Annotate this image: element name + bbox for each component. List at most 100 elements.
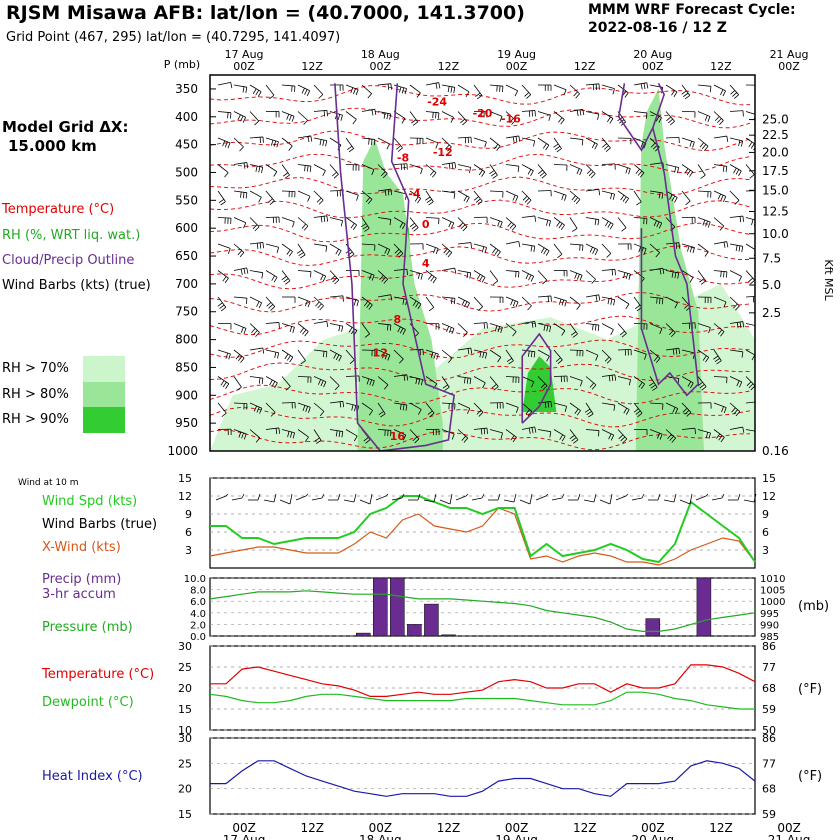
pressure-tick-label: 950	[175, 416, 198, 430]
wind-barb	[345, 402, 360, 412]
wind-barb	[553, 323, 566, 336]
wind-barb	[393, 349, 404, 364]
wind-barb	[729, 110, 744, 117]
wind-barb	[265, 349, 280, 359]
kft-tick-label: 0.16	[762, 444, 789, 458]
cross-section-frame	[209, 74, 756, 452]
wind-barb	[457, 136, 472, 144]
surface-wind-barb	[535, 493, 549, 501]
wind-panel: 3 3 6 6 9 9 12 12 15 15	[178, 472, 776, 569]
wind-barb	[681, 296, 691, 311]
wind-barb	[569, 190, 581, 205]
isotherm-14	[210, 407, 751, 428]
pressure-tick-label: 1010	[760, 574, 785, 585]
wind-barb	[729, 84, 739, 99]
wind-barb	[745, 349, 755, 362]
wind-barb	[649, 137, 660, 152]
temp-tick-right: 86	[762, 640, 776, 653]
wind-barb	[377, 376, 389, 390]
wind-barb	[361, 349, 376, 357]
wind-barb	[473, 216, 488, 223]
temp-tick-left: 30	[178, 640, 192, 653]
wind-barb	[569, 349, 584, 357]
temp-tick-left: 15	[178, 703, 192, 716]
surface-wind-barb	[311, 493, 325, 501]
wind-barb	[313, 215, 329, 223]
wind-barb	[713, 190, 727, 202]
rh-region-80-1	[635, 88, 704, 451]
wind-barb	[393, 217, 406, 230]
wind-barb	[217, 243, 231, 254]
cloud-outline-2	[617, 82, 666, 152]
surface-wind-barb	[519, 493, 533, 505]
surface-wind-barb	[263, 493, 277, 503]
wind-barb	[553, 402, 567, 412]
precip-tick-label: 10.0	[184, 574, 206, 585]
wind-barb	[425, 190, 434, 206]
wind-tick-right: 6	[762, 526, 769, 539]
wind-barb	[297, 217, 309, 231]
wind-barb	[713, 135, 729, 142]
isotherm-label: -20	[473, 107, 493, 120]
wind-barb	[409, 323, 419, 338]
wind-barb	[233, 111, 247, 123]
wind-barb	[665, 347, 681, 355]
wind-barb	[217, 82, 233, 89]
wind-barb	[249, 84, 262, 97]
wind-speed-label: Wind Spd (kts)	[42, 494, 138, 509]
wind-barb	[377, 323, 392, 331]
surface-wind-barb	[328, 493, 341, 501]
wind-barb	[601, 374, 617, 382]
precip-bar	[441, 634, 456, 637]
surface-wind-barb	[551, 493, 565, 501]
surface-wind-barb	[728, 493, 741, 501]
wind-barb	[457, 242, 472, 249]
top-time-label: 12Z	[710, 60, 732, 73]
wind-barb	[745, 323, 755, 326]
wind-barb	[569, 137, 584, 146]
wind-barb	[505, 190, 519, 202]
wind-barb	[393, 84, 407, 95]
wind-barb	[313, 320, 329, 328]
surface-wind-barb	[615, 493, 629, 501]
wind-barb	[249, 296, 263, 309]
wind-barb	[617, 270, 631, 280]
wind-barb	[409, 376, 424, 386]
wind-barb	[601, 349, 612, 364]
wind-barb	[665, 242, 680, 249]
wind-barb	[409, 111, 419, 126]
top-date-label: 20 Aug	[633, 48, 672, 61]
surface-wind-barb	[663, 493, 677, 503]
wind-barb	[377, 188, 393, 196]
precip-label: Precip (mm)	[42, 572, 122, 587]
wind-barb	[345, 429, 358, 442]
wind-barb	[329, 376, 340, 391]
wind-barb	[553, 243, 563, 259]
pressure-unit-label: (mb)	[798, 599, 830, 614]
wind-barb	[473, 190, 483, 206]
wind-barb	[569, 108, 585, 117]
bottom-time-label: 12Z	[300, 821, 324, 835]
wind-barb	[281, 190, 296, 198]
wind-barb	[441, 349, 453, 363]
wind-barb	[617, 376, 632, 386]
wind-barb	[281, 376, 291, 391]
wind-barb	[281, 164, 290, 179]
wind-barb	[585, 164, 596, 179]
wind-barb	[473, 111, 488, 118]
wind-barb	[521, 349, 536, 358]
wind-barb	[521, 190, 532, 205]
isotherm-5	[210, 199, 751, 219]
wind-barb	[601, 268, 616, 276]
wind-10m-title: Wind at 10 m	[18, 478, 79, 488]
wind-barb	[537, 137, 550, 151]
pressure-tick-label: 900	[175, 388, 198, 402]
wind-barb	[441, 402, 456, 410]
wind-barb	[329, 164, 339, 179]
wind-barb	[489, 164, 498, 179]
wind-barb	[633, 82, 649, 90]
wind-barb	[585, 429, 600, 437]
wind-barb	[281, 111, 295, 122]
wind-barb	[329, 137, 342, 151]
